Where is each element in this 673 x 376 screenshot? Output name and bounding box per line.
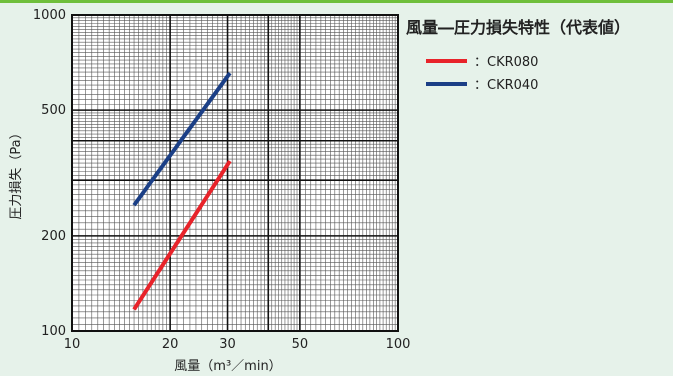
y-axis-title: 圧力損失（Pa） xyxy=(9,126,24,219)
series-line-ckr080 xyxy=(132,159,232,311)
legend-label-ckr080: ：CKR080 xyxy=(474,55,538,70)
plot-area xyxy=(72,15,398,331)
x-tick-label: 100 xyxy=(386,337,411,352)
y-tick-label: 200 xyxy=(41,229,66,244)
y-tick-label: 1000 xyxy=(33,8,66,23)
y-tick-label: 500 xyxy=(41,103,66,118)
x-axis-title: 風量（m³／min） xyxy=(174,359,281,374)
y-tick-label: 100 xyxy=(41,324,66,339)
x-tick-label: 30 xyxy=(219,337,236,352)
y-tick-labels: 100 200 500 1000 xyxy=(33,8,66,339)
legend: ：CKR080 ：CKR040 xyxy=(426,55,538,93)
x-tick-label: 10 xyxy=(64,337,81,352)
top-accent-rule xyxy=(0,0,673,3)
chart-title: 風量―圧力損失特性（代表値） xyxy=(406,18,630,37)
minor-gridlines xyxy=(71,14,399,332)
x-tick-label: 20 xyxy=(162,337,179,352)
series-lines xyxy=(132,71,232,311)
x-tick-labels: 10 20 30 50 100 xyxy=(64,337,411,352)
x-tick-label: 50 xyxy=(292,337,309,352)
series-line-ckr040 xyxy=(132,71,232,207)
plot-frame xyxy=(71,14,399,332)
legend-label-ckr040: ：CKR040 xyxy=(474,78,538,93)
